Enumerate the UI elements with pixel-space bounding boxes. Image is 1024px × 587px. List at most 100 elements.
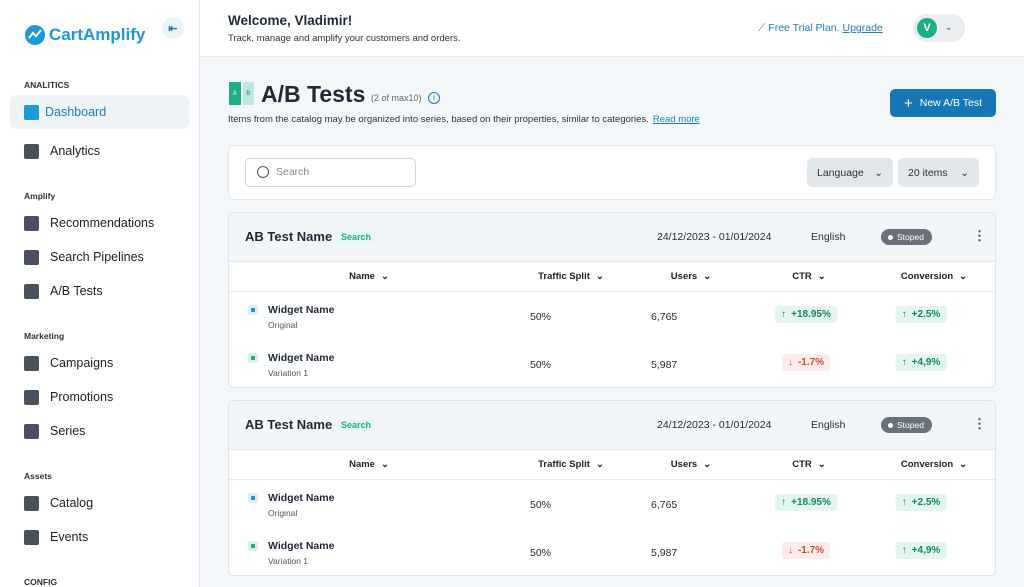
nav-item[interactable]: A/B Tests bbox=[0, 274, 189, 308]
dropdown-text: Language bbox=[817, 166, 864, 179]
nav-label: Search Pipelines bbox=[50, 250, 144, 264]
nav-item[interactable]: Series bbox=[0, 414, 189, 448]
nav-icon bbox=[24, 423, 39, 439]
nav-icon bbox=[24, 529, 39, 545]
users: 5,987 bbox=[651, 359, 678, 371]
section-title: CONFIG bbox=[24, 577, 58, 587]
menu-button[interactable]: ⋮ bbox=[973, 416, 986, 431]
test-name: AB Test Name bbox=[245, 229, 333, 244]
column-label: Users bbox=[670, 459, 698, 470]
plan-text: Free Trial Plan. bbox=[768, 22, 840, 34]
column-header[interactable]: Conversion ⌄ bbox=[901, 271, 967, 282]
conversion: +4,9% bbox=[911, 357, 941, 368]
language-dropdown[interactable]: Language ⌄ bbox=[807, 158, 893, 187]
nav-label: Promotions bbox=[50, 390, 114, 404]
avatar: V bbox=[917, 18, 937, 38]
test-tag: Search bbox=[337, 231, 376, 243]
chevron: ⌄ bbox=[960, 166, 969, 179]
nav-section: Marketing Campaigns Promotions Series bbox=[0, 308, 199, 448]
sort-chevron: ⌄ bbox=[817, 459, 826, 470]
column-label: Users bbox=[670, 271, 698, 282]
test-dates: 24/12/2023 - 01/01/2024 bbox=[657, 231, 772, 243]
nav-item[interactable]: Catalog bbox=[0, 486, 189, 520]
logo-icon bbox=[25, 25, 45, 45]
search-input[interactable]: Search bbox=[245, 158, 416, 187]
column-header[interactable]: Users ⌄ bbox=[671, 459, 711, 470]
split: 50% bbox=[530, 547, 552, 559]
button-text: New A/B Test bbox=[919, 97, 983, 109]
trend-arrow: ↑ bbox=[901, 497, 907, 508]
icon-letter: B bbox=[242, 82, 254, 105]
nav-icon bbox=[24, 355, 39, 371]
nav-item[interactable]: Campaigns bbox=[0, 346, 189, 380]
nav-label: Events bbox=[50, 530, 89, 544]
sidebar: CartAmplify ⇤ ANALITICS Dashboard Analytic… bbox=[0, 0, 200, 587]
sort-chevron: ⌄ bbox=[380, 271, 389, 282]
logo[interactable]: CartAmplify ⇤ bbox=[0, 0, 199, 70]
collapse-button[interactable]: ⇤ bbox=[162, 17, 184, 39]
chevron: ⌄ bbox=[945, 22, 953, 32]
split: 50% bbox=[530, 499, 552, 511]
nav-item[interactable]: Promotions bbox=[0, 380, 189, 414]
info-icon[interactable]: i bbox=[428, 92, 440, 104]
plan: ⟋ Free Trial Plan. Upgrade bbox=[758, 22, 883, 34]
items-dropdown[interactable]: 20 items ⌄ bbox=[898, 158, 979, 187]
ctr: +18.95% bbox=[791, 497, 831, 508]
test-card: AB Test Name Search 24/12/2023 - 01/01/202… bbox=[228, 212, 996, 388]
sort-chevron: ⌄ bbox=[703, 459, 712, 470]
nav-icon bbox=[24, 389, 39, 405]
account-menu[interactable]: V ⌄ bbox=[913, 14, 965, 42]
column-label: Traffic Split bbox=[538, 459, 590, 470]
column-label: CTR bbox=[792, 271, 812, 282]
nav-item[interactable]: Dashboard bbox=[10, 95, 189, 129]
trend-arrow: ↑ bbox=[901, 545, 907, 556]
nav-section: Amplify Recommendations Search Pipelines A/… bbox=[0, 168, 199, 308]
table-row: Widget Name Variation 1 50% 5,987 ↓ -1.7% ↑ +4,… bbox=[229, 340, 995, 387]
users: 6,765 bbox=[651, 311, 678, 323]
widget-variant: Original bbox=[268, 508, 298, 518]
section-title: Amplify bbox=[24, 191, 56, 201]
ctr: +18.95% bbox=[791, 309, 831, 320]
card-header: AB Test Name Search 24/12/2023 - 01/01/202… bbox=[229, 401, 995, 450]
upgrade-link[interactable]: Upgrade bbox=[842, 22, 883, 34]
nav-item[interactable]: Recommendations bbox=[0, 206, 189, 240]
page-count: (2 of max10) bbox=[371, 93, 422, 103]
ctr: -1.7% bbox=[797, 357, 825, 368]
widget-name: Widget Name bbox=[268, 352, 335, 364]
column-header[interactable]: Conversion ⌄ bbox=[901, 459, 967, 470]
nav-label: Dashboard bbox=[45, 105, 107, 119]
column-header[interactable]: Name ⌄ bbox=[349, 271, 389, 282]
description-text: Items from the catalog may be organized … bbox=[228, 114, 649, 125]
column-header[interactable]: CTR ⌄ bbox=[792, 459, 826, 470]
read-more[interactable]: Read more bbox=[652, 114, 700, 125]
column-header[interactable]: Traffic Split ⌄ bbox=[538, 459, 604, 470]
nav-item[interactable]: Events bbox=[0, 520, 189, 554]
sort-chevron: ⌄ bbox=[817, 271, 826, 282]
nav-icon bbox=[24, 283, 39, 299]
header: Welcome, Vladimir! Track, manage and amp… bbox=[200, 0, 1024, 57]
dropdown-text: 20 items bbox=[908, 166, 948, 179]
nav-icon bbox=[24, 495, 39, 511]
sort-chevron: ⌄ bbox=[380, 459, 389, 470]
conversion: +2.5% bbox=[911, 497, 941, 508]
logo-text: CartAmplify bbox=[49, 25, 146, 44]
nav-item[interactable]: Search Pipelines bbox=[0, 240, 189, 274]
nav-item[interactable]: Analytics bbox=[0, 134, 189, 168]
new-button[interactable]: + New A/B Test bbox=[890, 89, 996, 117]
column-header[interactable]: Users ⌄ bbox=[671, 271, 711, 282]
test-tag: Search bbox=[337, 419, 376, 431]
page-title: A/B Tests bbox=[261, 81, 366, 107]
column-header[interactable]: Name ⌄ bbox=[349, 459, 389, 470]
column-header[interactable]: Traffic Split ⌄ bbox=[538, 271, 604, 282]
ctr-badge: ↓ -1.7% bbox=[781, 542, 831, 559]
table-row: Widget Name Original 50% 6,765 ↑ +18.95% ↑ +2.5… bbox=[229, 480, 995, 528]
nav-icon bbox=[24, 104, 39, 120]
nav: ANALITICS Dashboard Analytics Amplify Recomm… bbox=[0, 70, 199, 587]
column-header[interactable]: CTR ⌄ bbox=[792, 271, 826, 282]
nav-section: CONFIG bbox=[0, 554, 199, 587]
trend-arrow: ↑ bbox=[901, 357, 907, 368]
menu-button[interactable]: ⋮ bbox=[973, 228, 986, 243]
